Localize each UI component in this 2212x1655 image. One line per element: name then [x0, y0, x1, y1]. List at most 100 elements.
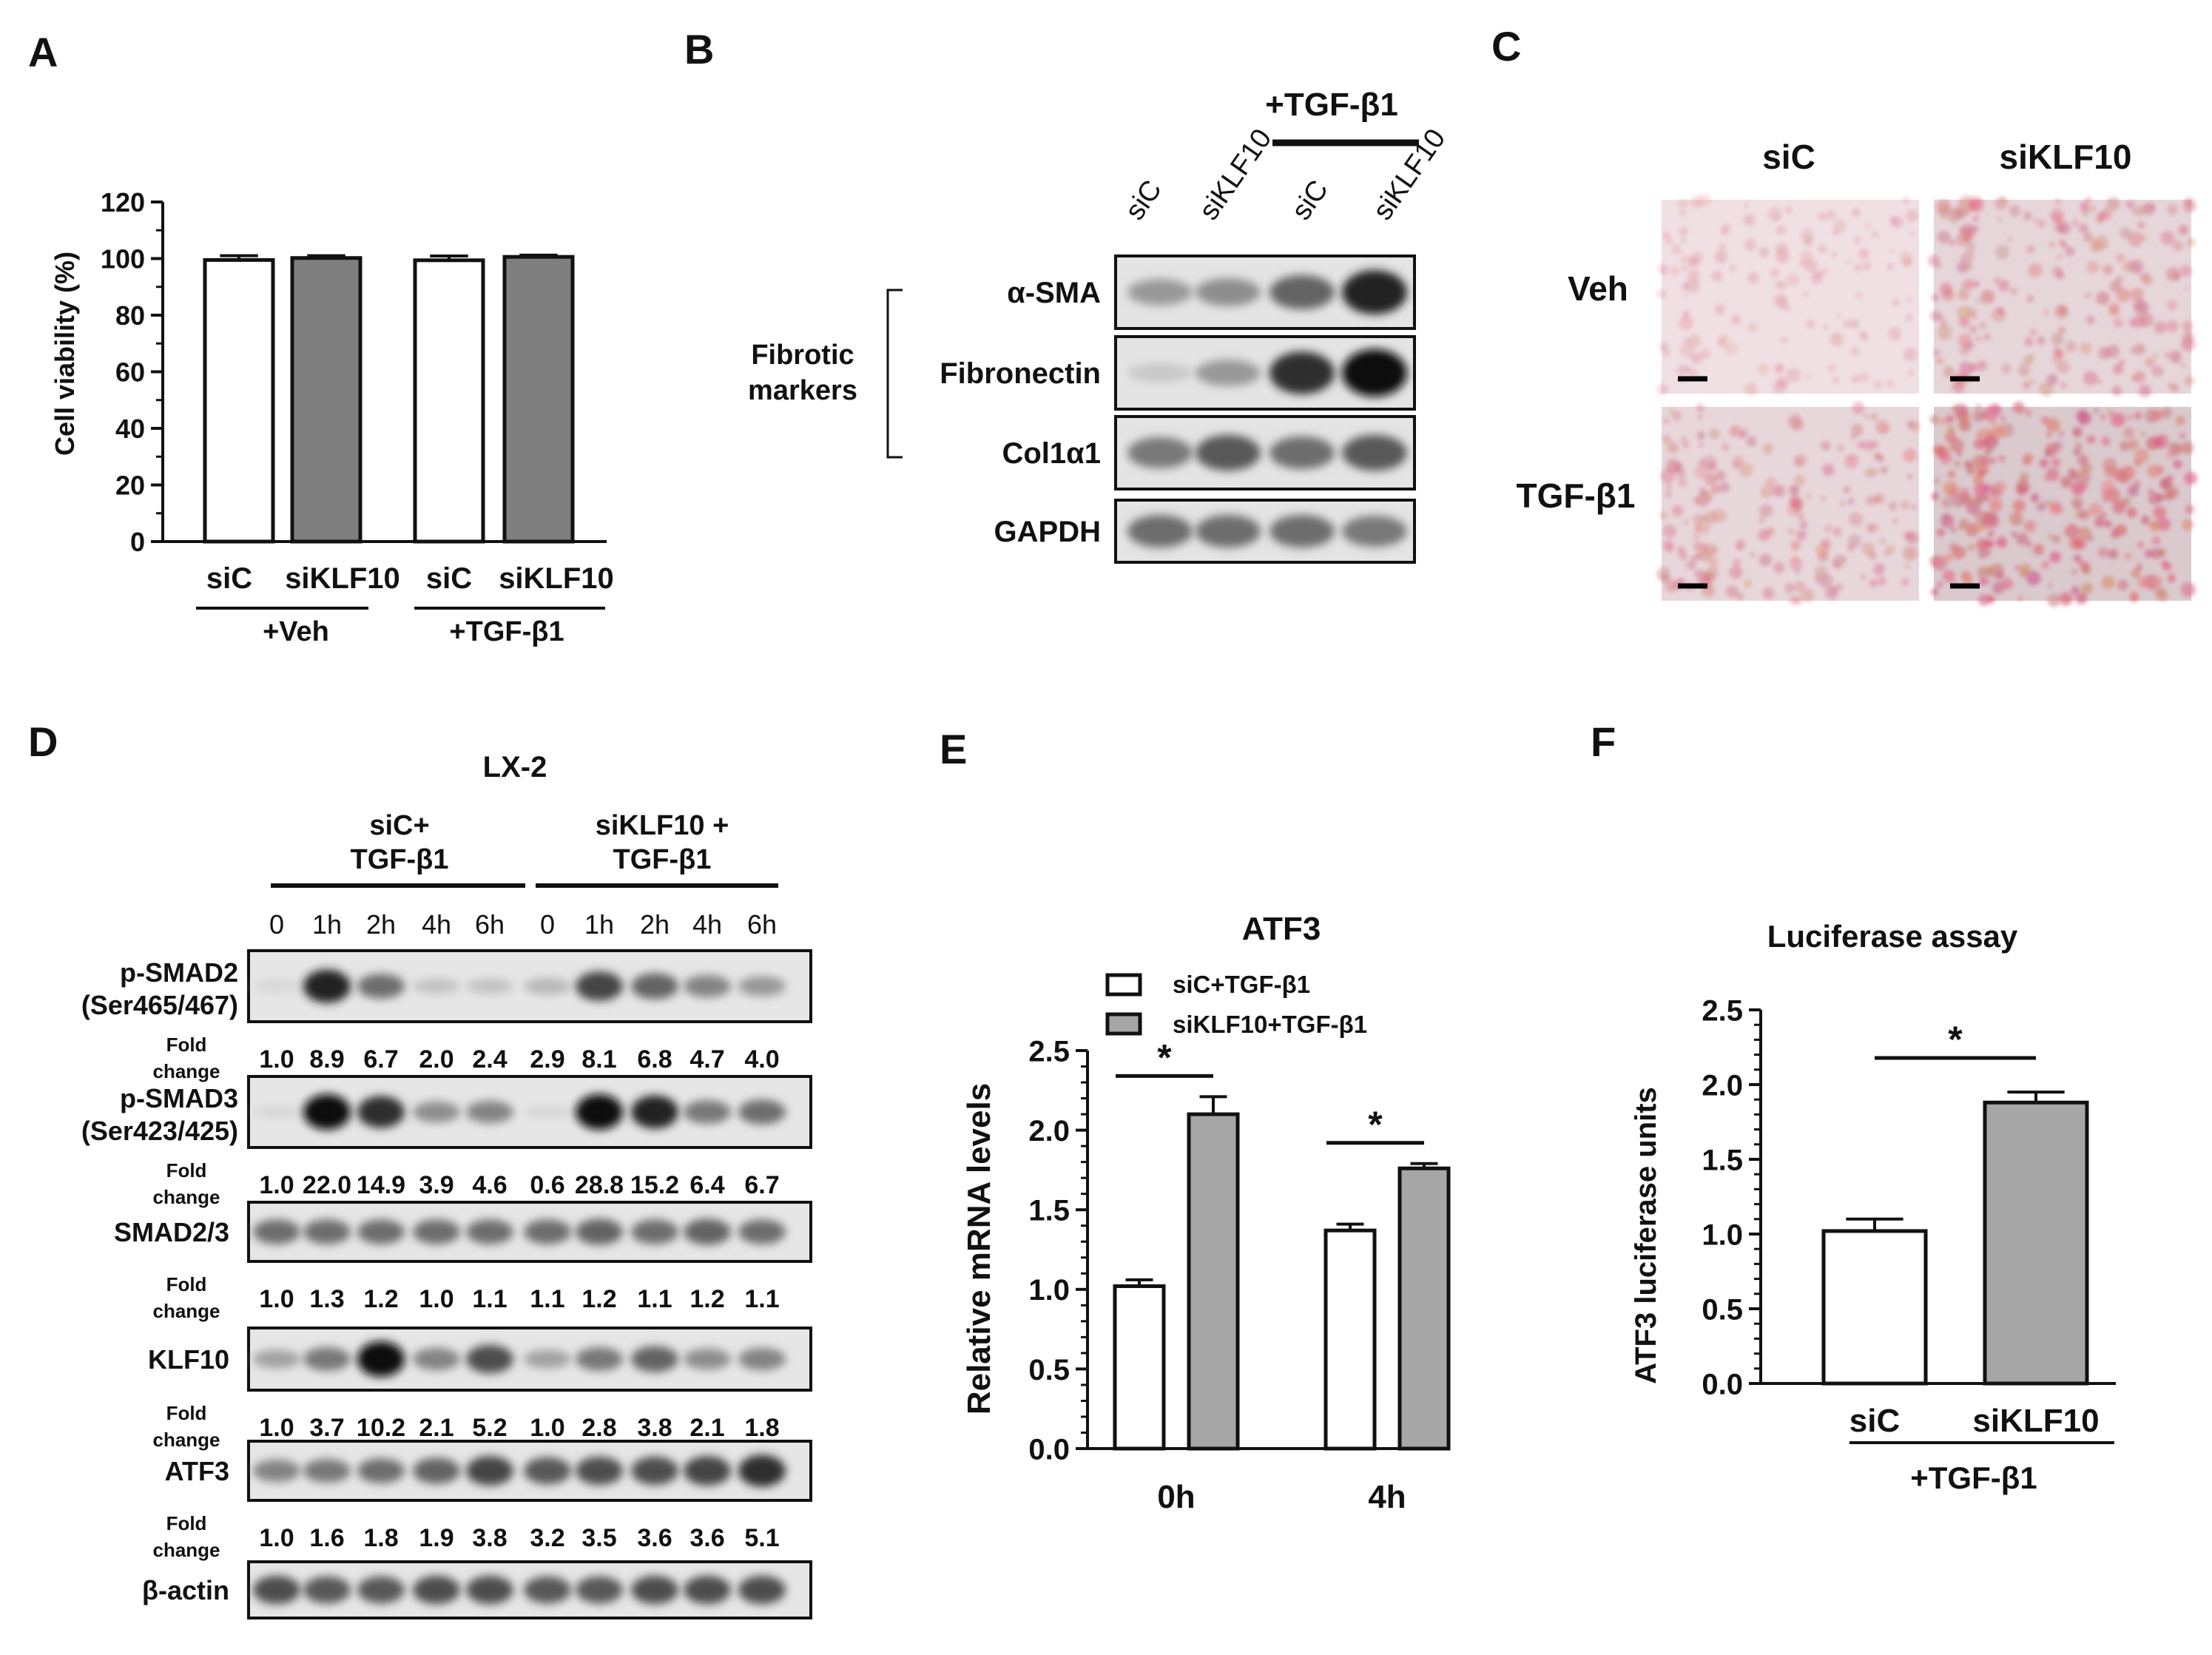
panel-d-time-course-blot: LX-2 siC+ TGF-β1 siKLF10 + TGF-β1 0 1h 2h 4… — [81, 751, 812, 1619]
panel-c-stain-dot — [2065, 246, 2075, 257]
panel-d-fold-value: 1.0 — [259, 1045, 294, 1073]
panel-d-band — [576, 1219, 623, 1245]
panel-c-stain-dot — [2052, 535, 2060, 544]
panel-c-stain-dot — [2086, 315, 2095, 324]
panel-c-stain-dot — [2076, 409, 2089, 422]
panel-c-stain-dot — [1857, 441, 1866, 450]
panel-c-stain-dot — [1875, 419, 1890, 434]
panel-c-stain-dot — [1846, 259, 1851, 265]
panel-c-stain-dot — [2130, 287, 2144, 301]
panel-c-stain-dot — [1662, 231, 1670, 239]
panel-c-stain-dot — [1931, 492, 1940, 501]
panel-b-bracket-label-1: Fibrotic — [751, 340, 854, 371]
panel-d-band — [576, 1456, 623, 1486]
panel-c-stain-dot — [2024, 337, 2034, 347]
panel-c-stain-dot — [2182, 519, 2194, 531]
panel-c-stain-dot — [2094, 235, 2109, 251]
panel-c-stain-dot — [2044, 499, 2051, 506]
panel-c-stain-dot — [2113, 317, 2123, 328]
panel-d-fold-value: 1.1 — [530, 1285, 564, 1313]
panel-c-stain-dot — [2106, 197, 2120, 211]
panel-c-stain-dot — [1871, 230, 1880, 239]
panel-d-blot-row: SMAD2/3 Fold change 1.0 1.3 1.2 1.0 1.1 1.1 1.2 1.… — [114, 1201, 812, 1322]
panel-c-image-veh-sic — [1656, 193, 1919, 396]
panel-c-stain-dot — [2137, 576, 2150, 588]
panel-d-band — [576, 1576, 623, 1604]
panel-c-stain-dot — [1656, 383, 1668, 395]
panel-c-stain-dot — [1873, 496, 1880, 503]
panel-d-fold-value: 1.2 — [689, 1285, 724, 1313]
panel-c-stain-dot — [1967, 544, 1975, 551]
panel-c-stain-dot — [2105, 488, 2121, 503]
panel-d-band — [253, 1575, 300, 1605]
panel-d-timepoint: 0 — [540, 909, 555, 940]
panel-c-stain-dot — [1791, 556, 1799, 564]
panel-c-stain-dot — [2133, 298, 2147, 313]
panel-d-group-2-line-2: TGF-β1 — [613, 844, 712, 875]
panel-f-luciferase-chart: Luciferase assay 0.00.51.01.52.02.5 siC s… — [1630, 919, 2116, 1495]
panel-e-x-label: 4h — [1368, 1479, 1406, 1515]
panel-c-stain-dot — [1835, 312, 1841, 318]
panel-c-stain-dot — [2014, 512, 2022, 519]
panel-c-stain-dot — [1980, 456, 1992, 467]
y-tick-label: 1.0 — [1702, 1219, 1743, 1251]
panel-c-stain-dot — [1670, 266, 1680, 276]
panel-c-stain-dot — [1906, 297, 1912, 303]
panel-c-stain-dot — [1739, 428, 1748, 437]
panel-d-fold-value: 2.0 — [419, 1045, 453, 1073]
panel-c-stain-dot — [1786, 273, 1800, 286]
panel-d-band — [684, 1100, 731, 1124]
panel-c-stain-dot — [1962, 251, 1975, 263]
panel-c-stain-dot — [1776, 376, 1789, 389]
panel-c-stain-dot — [2111, 385, 2122, 397]
panel-d-fold-value: 1.0 — [259, 1285, 294, 1313]
panel-c-stain-dot — [1759, 246, 1770, 258]
panel-d-blot-label: p-SMAD3 — [120, 1083, 238, 1113]
panel-c-stain-dot — [2041, 560, 2050, 570]
panel-c-stain-dot — [2039, 458, 2049, 468]
panel-d-fold-label: Fold — [166, 1034, 207, 1056]
panel-c-stain-dot — [1847, 533, 1862, 548]
panel-a-bars — [203, 253, 575, 544]
panel-c-stain-dot — [2057, 254, 2063, 260]
panel-c-stain-dot — [2046, 468, 2060, 482]
panel-d-band — [413, 1457, 460, 1484]
panel-c-stain-dot — [2159, 477, 2173, 491]
panel-b-band — [1342, 270, 1407, 314]
panel-d-band — [738, 1575, 786, 1605]
panel-c-stain-dot — [1847, 498, 1855, 505]
panel-f-y-axis-label: ATF3 luciferase units — [1630, 1087, 1662, 1384]
panel-c-stain-dot — [1950, 207, 1964, 221]
panel-d-band — [631, 1095, 678, 1129]
panel-c-stain-dot — [1797, 513, 1804, 521]
panel-c-stain-dot — [1744, 238, 1757, 251]
panel-c-stain-dot — [1983, 494, 1991, 502]
panel-b-blot-row: Col1α1 — [1002, 415, 1416, 491]
panel-c-stain-dot — [1658, 264, 1669, 275]
panel-c-stain-dot — [2086, 435, 2096, 444]
panel-c-stain-dot — [1684, 365, 1691, 373]
panel-d-fold-value: 1.0 — [530, 1414, 564, 1442]
panel-c-stain-dot — [1888, 326, 1902, 341]
y-tick-label: 0.5 — [1702, 1293, 1743, 1326]
panel-d-band — [357, 974, 405, 999]
panel-d-band — [631, 1346, 678, 1372]
panel-c-stain-dot — [1666, 458, 1681, 473]
panel-b-blot-label: Col1α1 — [1002, 437, 1101, 470]
panel-c-stain-dot — [1901, 578, 1909, 586]
panel-c-stain-dot — [2182, 320, 2194, 332]
panel-c-stain-dot — [2174, 273, 2181, 280]
panel-a-x-label: siKLF10 — [285, 562, 400, 595]
panel-c-stain-dot — [1698, 459, 1706, 468]
panel-d-fold-value: 1.6 — [309, 1524, 344, 1552]
panel-c-stain-dot — [1849, 318, 1859, 329]
panel-c-stain-dot — [1694, 465, 1710, 480]
panel-c-stain-dot — [1986, 595, 1994, 603]
panel-c-stain-dot — [1743, 579, 1753, 588]
panel-c-stain-dot — [2140, 515, 2151, 525]
panel-c-stain-dot — [1861, 542, 1875, 555]
panel-c-stain-dot — [1963, 234, 1972, 243]
panel-d-blot-label: ATF3 — [165, 1456, 229, 1486]
panel-d-fold-value: 1.9 — [419, 1524, 453, 1552]
